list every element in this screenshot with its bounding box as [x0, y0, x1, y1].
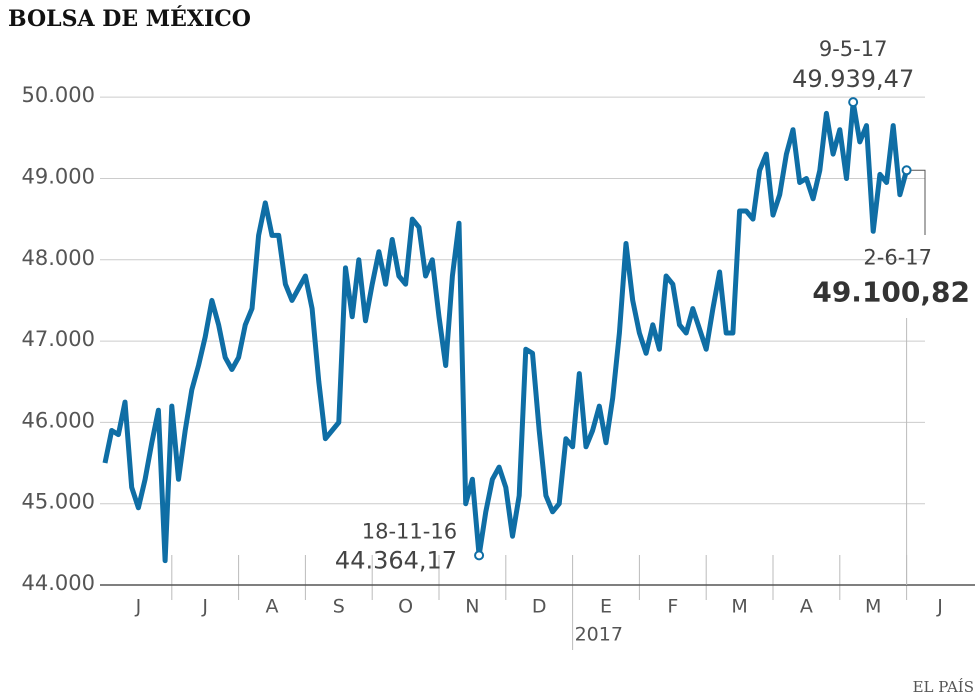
x-tick-label: S: [333, 596, 345, 618]
y-tick-label: 44.000: [22, 571, 95, 595]
x-tick-label: M: [865, 596, 881, 618]
y-tick-label: 46.000: [22, 408, 95, 432]
annotation-label: 44.364,17: [335, 546, 457, 574]
annotation-date: 2-6-17: [863, 245, 932, 269]
chart-title: BOLSA DE MÉXICO: [8, 5, 251, 32]
highlight-point: [474, 550, 485, 561]
y-tick-label: 49.000: [22, 164, 95, 188]
x-tick-label: E: [600, 596, 612, 618]
x-tick-label: A: [266, 596, 279, 618]
x-tick-label: O: [398, 596, 413, 618]
annotation-label: 49.939,47: [792, 65, 914, 93]
connector: [906, 169, 926, 235]
annotation-date: 9-5-17: [819, 37, 888, 61]
annotation-label: 49.100,82: [812, 275, 970, 308]
highlight-point: [848, 97, 859, 108]
x-tick-label: J: [201, 596, 208, 618]
y-tick-label: 45.000: [22, 490, 95, 514]
line: [102, 99, 910, 564]
source: EL PAÍS: [913, 678, 974, 696]
x-tick-label: F: [667, 596, 678, 618]
y-tick-label: 47.000: [22, 327, 95, 351]
year-label: 2017: [575, 624, 623, 646]
label-bg: [818, 270, 973, 315]
x-tick-label: A: [800, 596, 813, 618]
x-tick-label: D: [532, 596, 547, 618]
highlight-point: [901, 165, 912, 176]
x-tick-label: M: [731, 596, 747, 618]
y-tick-label: 50.000: [22, 83, 95, 107]
x-tick-label: N: [465, 596, 479, 618]
x-tick-label: J: [135, 596, 142, 618]
x-tick-label: J: [936, 596, 943, 618]
y-tick-label: 48.000: [22, 246, 95, 270]
annotation-date: 18-11-16: [362, 519, 457, 543]
